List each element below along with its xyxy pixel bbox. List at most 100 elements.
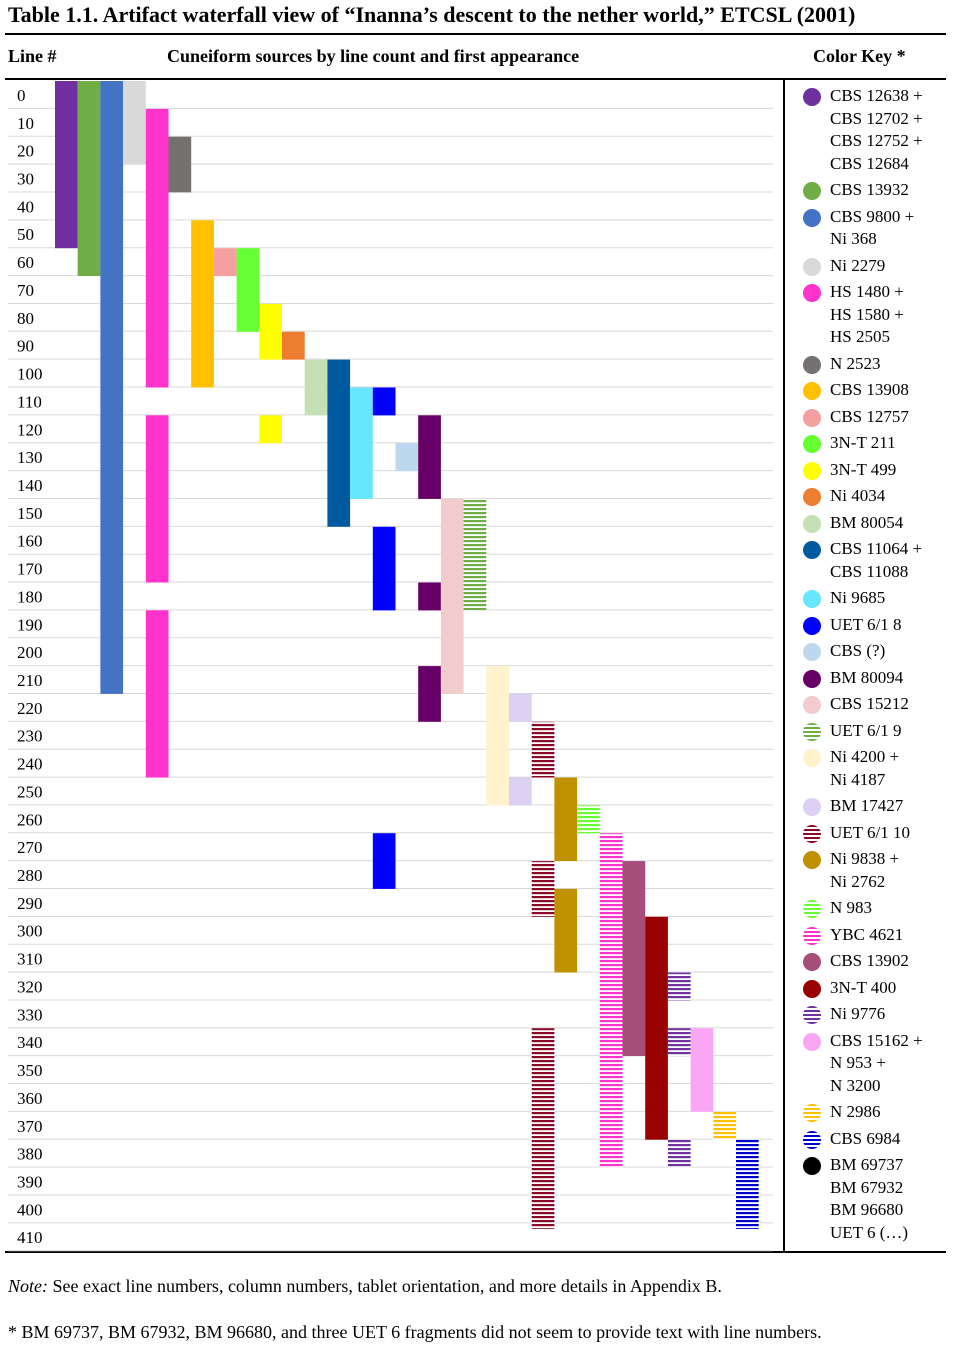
key-swatch xyxy=(803,616,821,635)
source-bar xyxy=(667,1139,691,1168)
source-bar xyxy=(554,777,578,862)
key-swatch xyxy=(803,514,821,533)
y-axis-ticks: 0 10 20 30 40 50 60 70 80 90 100 110 120 130 140 150 160… xyxy=(17,86,43,1247)
source-bar xyxy=(736,1139,759,1229)
y-tick-label: 260 xyxy=(17,810,43,829)
key-swatch xyxy=(803,979,821,998)
key-swatch xyxy=(803,900,821,918)
source-bar xyxy=(667,1028,691,1057)
key-swatch xyxy=(803,669,821,688)
key-label: CBS 13908 xyxy=(830,380,909,399)
y-tick-label: 310 xyxy=(17,950,43,969)
key-label: HS 1480 + xyxy=(830,282,904,301)
key-swatch xyxy=(803,1032,821,1051)
y-tick-label: 370 xyxy=(17,1117,43,1136)
key-label: CBS 15162 + xyxy=(830,1030,923,1050)
source-bar xyxy=(531,1028,555,1229)
bottom-rule xyxy=(5,1251,946,1253)
y-tick-label: 60 xyxy=(17,253,34,272)
key-label: CBS 13932 xyxy=(830,180,909,199)
key-swatch xyxy=(803,488,821,506)
key-label: HS 1580 + xyxy=(830,304,904,324)
key-label: Ni 9776 xyxy=(830,1004,886,1023)
key-label: CBS 12757 xyxy=(830,406,909,426)
source-bar xyxy=(440,498,464,694)
y-tick-label: 160 xyxy=(17,532,43,551)
y-tick-label: 30 xyxy=(17,170,34,189)
y-tick-label: 360 xyxy=(17,1089,43,1108)
key-label: Ni 9838 + xyxy=(830,849,900,868)
key-swatch xyxy=(803,749,821,767)
key-label: UET 6/1 10 xyxy=(830,822,910,842)
source-bar xyxy=(145,415,169,583)
y-tick-label: 290 xyxy=(17,894,43,913)
source-bar xyxy=(418,582,441,611)
y-tick-label: 270 xyxy=(17,838,43,857)
y-tick-label: 400 xyxy=(17,1200,43,1219)
y-tick-label: 70 xyxy=(17,281,34,300)
y-tick-label: 340 xyxy=(17,1033,43,1052)
key-swatch xyxy=(803,824,821,843)
source-bar xyxy=(486,666,509,806)
source-bar xyxy=(55,81,78,249)
note-text: See exact line numbers, column numbers, … xyxy=(48,1276,722,1296)
source-bar xyxy=(690,1028,714,1112)
y-tick-label: 140 xyxy=(17,476,43,495)
y-tick-label: 20 xyxy=(17,142,34,161)
key-divider xyxy=(783,80,785,1252)
key-label: CBS 13902 xyxy=(830,951,909,970)
y-tick-label: 100 xyxy=(17,365,43,384)
source-bar xyxy=(168,136,192,193)
key-swatch xyxy=(803,88,821,106)
y-tick-label: 230 xyxy=(17,727,43,746)
key-label: CBS 15212 xyxy=(830,694,909,713)
key-label: 3N-T 400 xyxy=(830,977,897,997)
key-swatch xyxy=(803,851,821,869)
source-bar xyxy=(554,888,578,973)
color-key-header: Color Key * xyxy=(813,46,906,66)
top-rule xyxy=(5,33,946,35)
y-tick-label: 90 xyxy=(17,337,34,356)
y-tick-label: 180 xyxy=(17,587,43,606)
key-label: BM 69737 xyxy=(830,1155,904,1174)
key-swatch xyxy=(803,696,821,714)
key-label: N 983 xyxy=(830,898,873,917)
key-swatch xyxy=(803,408,821,427)
key-swatch xyxy=(803,284,821,302)
key-label: Ni 4187 xyxy=(830,769,886,789)
y-tick-label: 330 xyxy=(17,1005,43,1024)
key-label: UET 6 (…) xyxy=(830,1222,909,1242)
key-label: Ni 2279 xyxy=(830,255,886,275)
source-bar xyxy=(577,805,600,834)
key-label: CBS (?) xyxy=(830,641,886,660)
key-label: UET 6/1 8 xyxy=(830,614,902,634)
key-swatch xyxy=(803,461,821,480)
note-label: Note: xyxy=(8,1276,48,1296)
source-bar xyxy=(259,303,282,360)
table-title: Table 1.1. Artifact waterfall view of “I… xyxy=(8,2,856,27)
key-swatch xyxy=(803,590,821,608)
key-label: HS 2505 xyxy=(830,327,890,346)
source-bar xyxy=(282,331,305,360)
source-bar xyxy=(350,387,373,499)
key-label: CBS 11064 + xyxy=(830,539,923,558)
key-label: CBS 12638 + xyxy=(830,86,923,105)
key-label: BM 67932 xyxy=(830,1177,904,1197)
source-bar xyxy=(327,359,351,527)
key-swatch xyxy=(803,382,821,400)
key-label: Ni 4034 xyxy=(830,486,886,505)
key-swatch xyxy=(803,1104,821,1122)
key-label: CBS 6984 xyxy=(830,1128,901,1148)
key-label: Ni 4200 + xyxy=(830,747,900,766)
y-tick-label: 130 xyxy=(17,448,43,467)
y-tick-label: 120 xyxy=(17,420,43,439)
key-label: N 2523 xyxy=(830,353,881,373)
y-tick-label: 410 xyxy=(17,1228,43,1247)
key-label: YBC 4621 xyxy=(830,924,904,944)
key-swatch xyxy=(803,953,821,971)
source-bar xyxy=(145,610,169,778)
key-label: CBS 11088 xyxy=(830,561,909,581)
y-tick-label: 40 xyxy=(17,197,34,216)
y-tick-label: 0 xyxy=(17,86,26,105)
